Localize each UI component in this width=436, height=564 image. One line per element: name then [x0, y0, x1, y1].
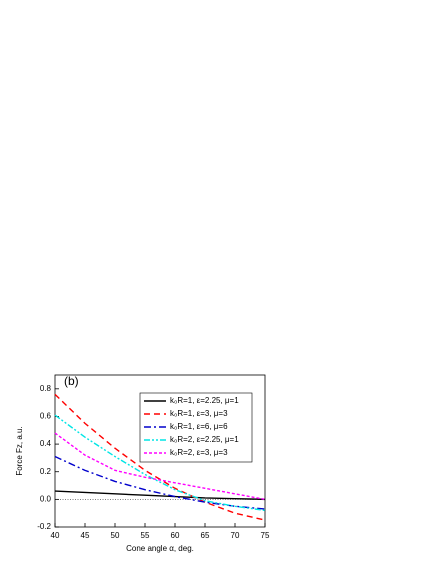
x-tick-label: 55 — [141, 531, 150, 540]
series-line — [54, 432, 266, 501]
y-tick-label: -0.2 — [37, 522, 51, 531]
legend-box — [139, 392, 253, 463]
y-tick-label: 0.4 — [40, 439, 52, 448]
annotation: (b) — [64, 374, 79, 388]
legend-label: k₀R=2, ε=3, μ=3 — [170, 448, 228, 457]
y-tick-label: 0.0 — [40, 494, 52, 503]
series-line — [54, 490, 266, 501]
x-tick-label: 70 — [231, 531, 240, 540]
legend-label: k₀R=2, ε=2.25, μ=1 — [170, 435, 239, 444]
series-line — [54, 414, 266, 512]
legend-label: k₀R=1, ε=2.25, μ=1 — [170, 396, 239, 405]
series-line — [54, 455, 266, 510]
x-axis-label: Cone angle α, deg. — [126, 544, 194, 553]
x-tick-label: 50 — [111, 531, 120, 540]
legend-label: k₀R=1, ε=6, μ=6 — [170, 422, 228, 431]
x-tick-label: 75 — [261, 531, 270, 540]
x-tick-label: 40 — [51, 531, 60, 540]
plot-frame — [54, 374, 266, 528]
x-tick-label: 60 — [171, 531, 180, 540]
x-tick-label: 45 — [81, 531, 90, 540]
y-tick-label: 0.8 — [40, 384, 52, 393]
legend-label: k₀R=1, ε=3, μ=3 — [170, 409, 228, 418]
x-tick-label: 65 — [201, 531, 210, 540]
y-tick-label: 0.6 — [40, 412, 52, 421]
y-tick-label: 0.2 — [40, 467, 52, 476]
y-axis-label: Force Fz, a.u. — [15, 426, 24, 475]
